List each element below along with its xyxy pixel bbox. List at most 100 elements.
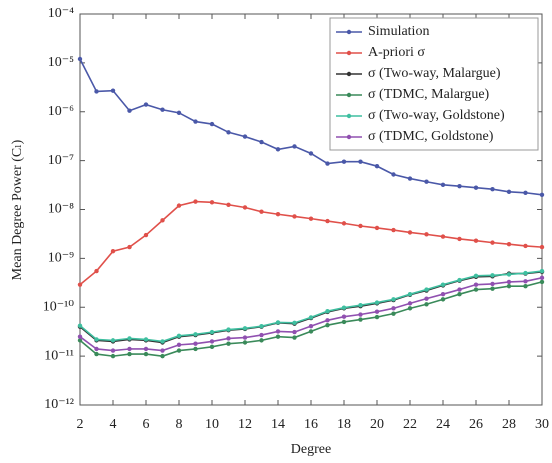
point (160, 107, 165, 112)
point (391, 172, 396, 177)
point (539, 268, 545, 274)
point (94, 346, 99, 352)
point (325, 309, 330, 314)
point (308, 216, 314, 221)
point (457, 277, 462, 283)
point (325, 322, 330, 328)
point (308, 315, 314, 320)
x-tick-label: 26 (469, 417, 483, 432)
point (407, 301, 413, 306)
point (374, 163, 380, 169)
point (176, 333, 182, 339)
point (457, 183, 462, 189)
point (143, 346, 149, 352)
point (94, 268, 99, 274)
point (325, 161, 330, 166)
point (308, 329, 314, 334)
point (209, 344, 215, 350)
point (127, 351, 132, 357)
point (358, 223, 363, 229)
point (143, 232, 149, 238)
point (226, 336, 231, 341)
point (242, 134, 248, 139)
x-tick-label: 18 (337, 417, 351, 432)
point (407, 291, 413, 297)
x-tick-label: 14 (271, 417, 285, 432)
point (226, 202, 231, 207)
x-tick-label: 24 (436, 417, 450, 432)
point (523, 279, 528, 284)
point (110, 353, 116, 359)
point (374, 225, 380, 231)
point (523, 270, 528, 276)
point (193, 119, 198, 124)
point (341, 221, 347, 226)
legend-label: σ (Two-way, Goldstone) (368, 108, 505, 123)
point (160, 348, 165, 353)
point (127, 108, 132, 113)
point (506, 279, 512, 285)
point (457, 287, 462, 292)
legend-label: σ (TDMC, Malargue) (368, 87, 490, 102)
y-tick-label: 10⁻¹² (44, 397, 74, 412)
point (424, 232, 429, 237)
point (440, 234, 446, 239)
point (506, 189, 512, 195)
point (374, 300, 380, 305)
point (226, 327, 231, 332)
point (440, 297, 446, 302)
point (424, 296, 429, 301)
point (391, 227, 396, 233)
point (110, 249, 116, 254)
point (506, 272, 512, 277)
point (143, 102, 149, 107)
x-tick-label: 4 (110, 417, 117, 432)
point (407, 306, 413, 311)
x-tick-label: 22 (403, 417, 417, 432)
point (160, 218, 165, 223)
point (506, 283, 512, 289)
x-tick-label: 12 (238, 417, 252, 432)
point (341, 159, 347, 164)
point (308, 323, 314, 329)
point (77, 56, 83, 62)
legend-label: σ (Two-way, Malargue) (368, 66, 501, 81)
legend-marker (346, 134, 352, 140)
x-tick-label: 16 (304, 417, 318, 432)
point (292, 335, 297, 340)
point (523, 190, 528, 195)
point (209, 329, 215, 335)
point (473, 238, 479, 243)
point (143, 351, 149, 357)
point (193, 332, 198, 337)
y-tick-label: 10⁻⁸ (48, 202, 74, 217)
point (259, 338, 264, 343)
point (341, 319, 347, 325)
point (473, 287, 479, 292)
point (457, 236, 462, 242)
point (160, 339, 165, 344)
point (77, 338, 83, 343)
x-tick-label: 8 (176, 417, 183, 432)
point (292, 329, 297, 335)
point (160, 353, 165, 359)
legend-marker (346, 92, 352, 98)
legend: Simulation A-priori σ σ (Two-way, Malargue… (329, 17, 539, 151)
point (110, 88, 116, 93)
x-tick-label: 30 (535, 417, 549, 432)
point (193, 341, 198, 346)
point (275, 212, 281, 217)
point (374, 309, 380, 314)
point (506, 241, 512, 247)
point (523, 283, 528, 289)
point (259, 209, 264, 214)
legend-label: σ (TDMC, Goldstone) (368, 129, 494, 144)
point (292, 214, 297, 219)
point (440, 182, 446, 188)
point (226, 130, 231, 135)
series-line (79, 200, 543, 286)
point (143, 337, 149, 342)
point (193, 199, 198, 204)
point (341, 305, 347, 310)
